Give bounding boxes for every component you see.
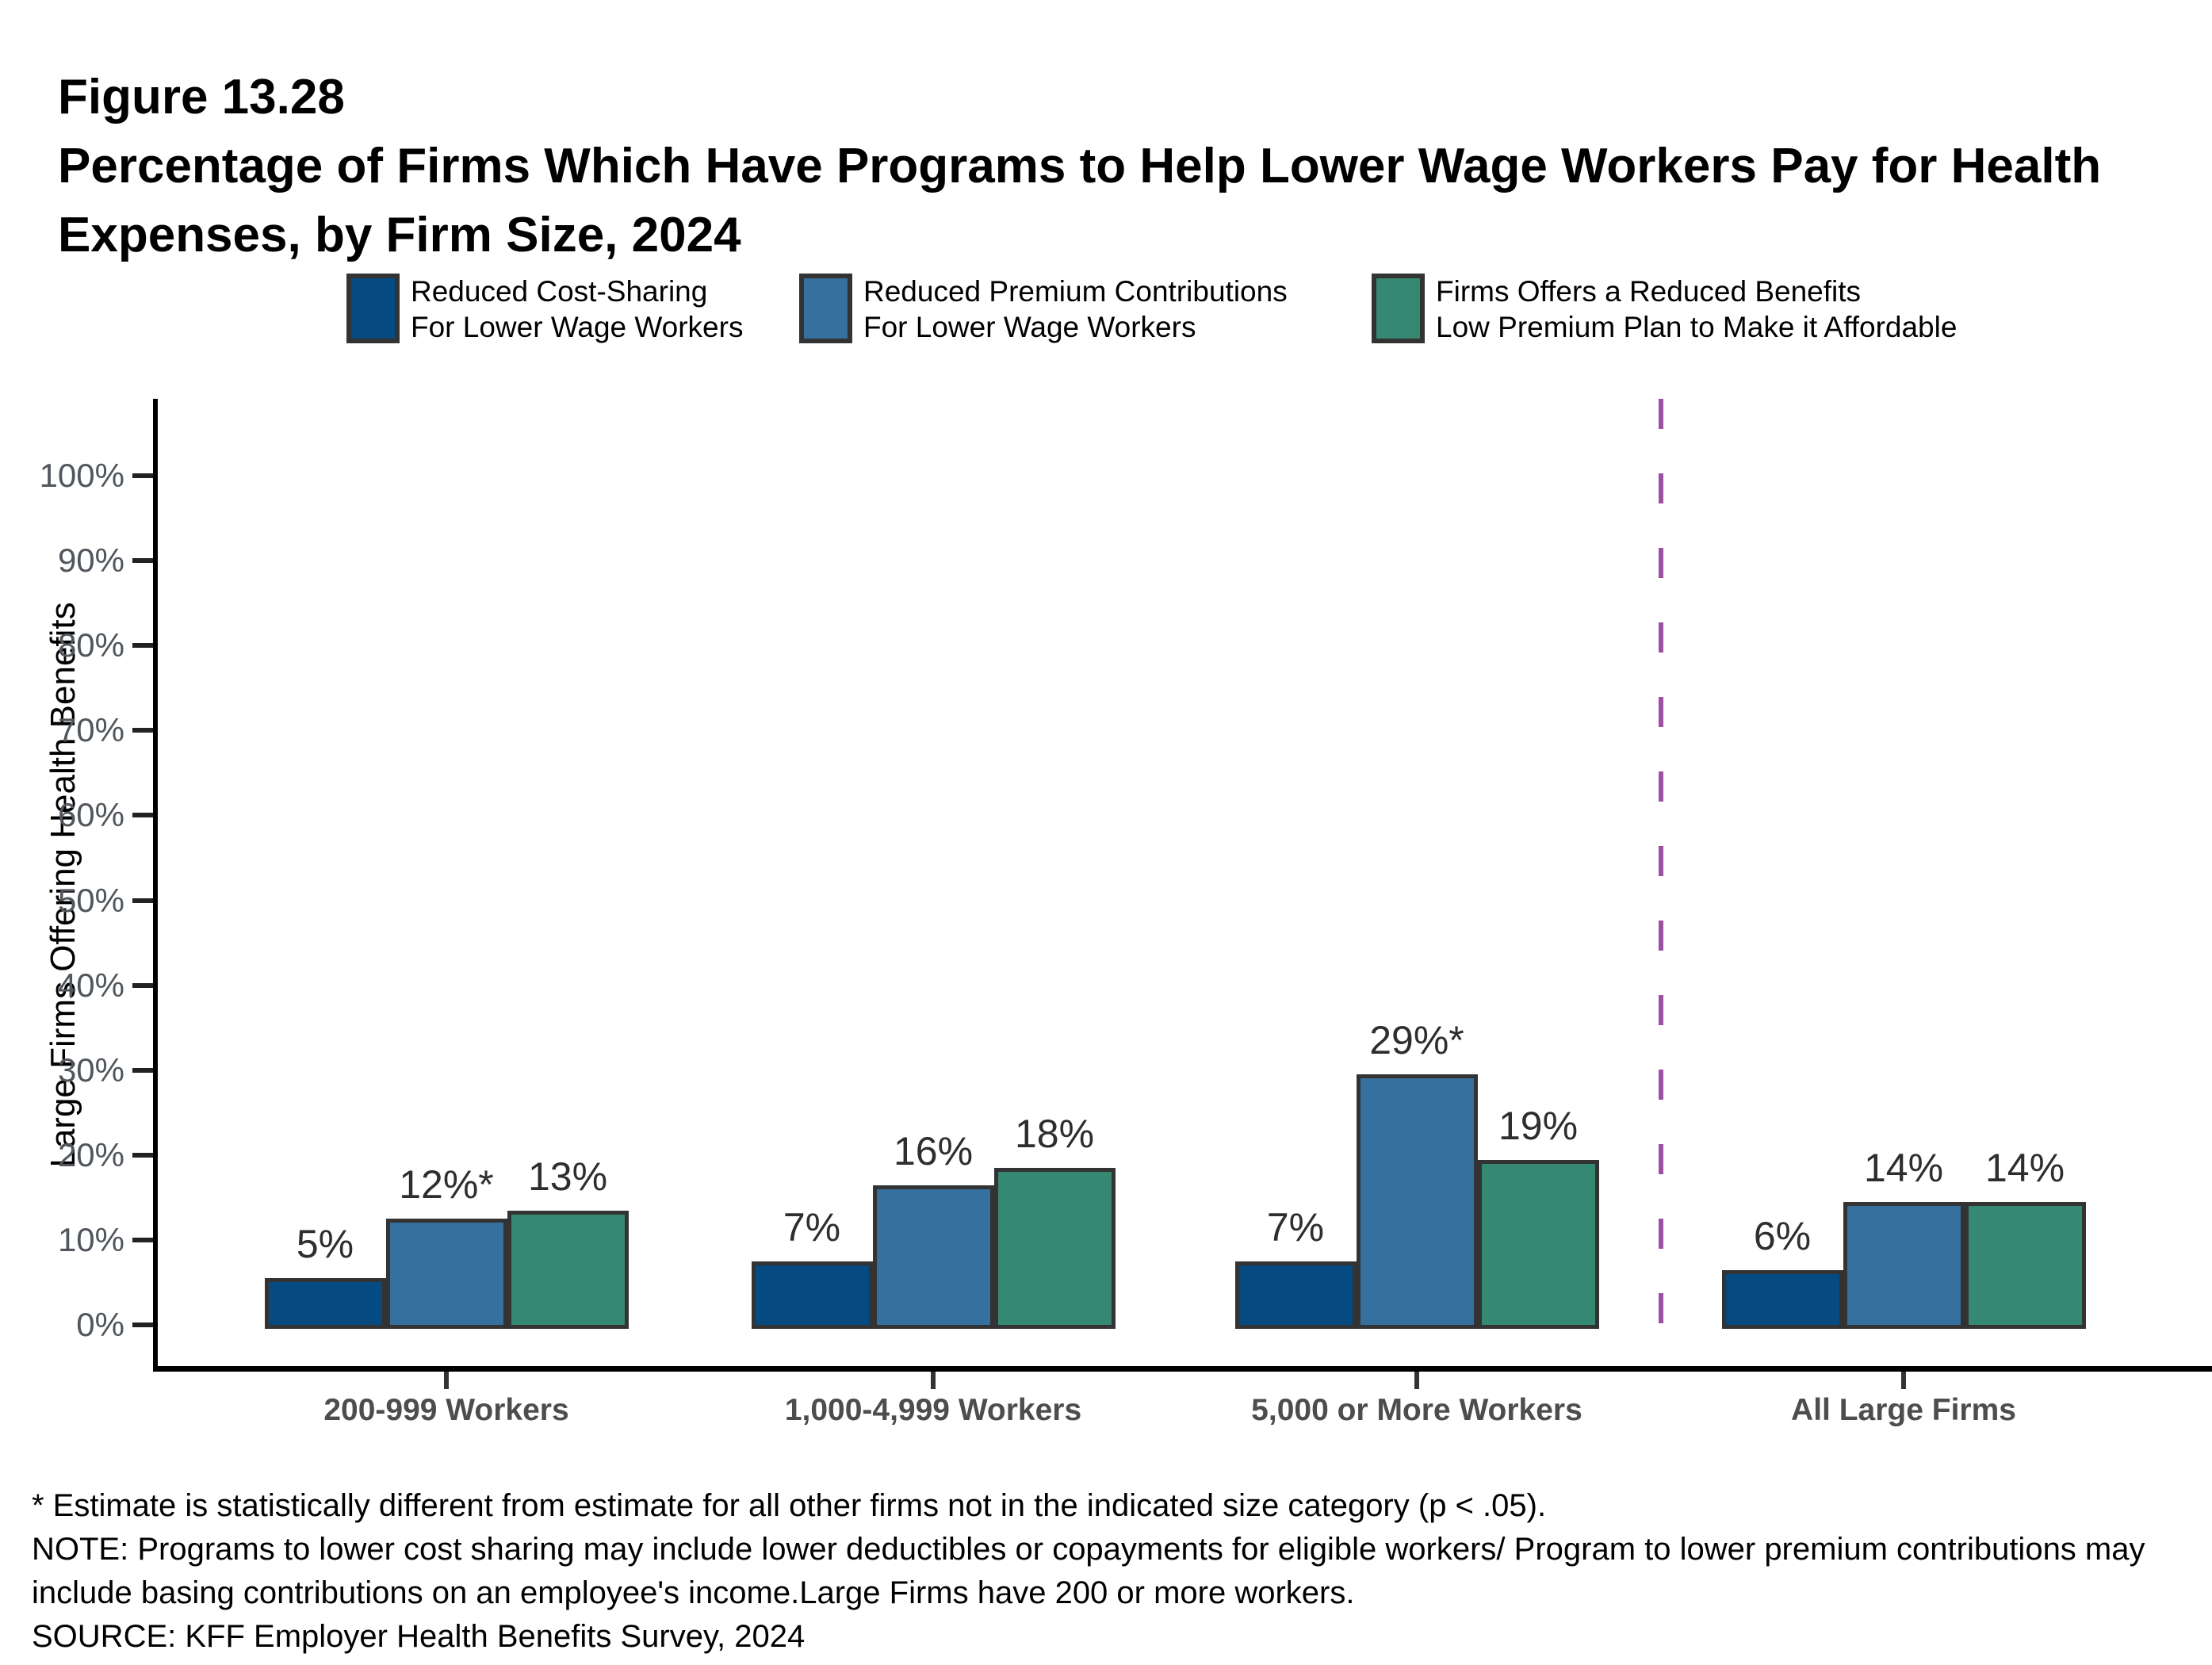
bar-value-label: 5%	[296, 1222, 354, 1266]
bar-5-000-or-more-workers-s1	[1356, 1074, 1478, 1329]
bar-value-label: 6%	[1753, 1214, 1812, 1258]
bar-value-label: 7%	[783, 1205, 841, 1250]
bar-value-label: 14%	[1863, 1146, 1944, 1190]
bar-all-large-firms-s0	[1721, 1270, 1843, 1329]
y-axis-line	[153, 399, 158, 1372]
y-tick-label: 100%	[39, 457, 124, 494]
bar-value-label: 13%	[527, 1154, 608, 1199]
footnotes: * Estimate is statistically different fr…	[32, 1484, 2188, 1659]
bar-200-999-workers-s1	[385, 1219, 507, 1329]
bar-value-label: 14%	[1984, 1146, 2065, 1190]
separator-dashed-line	[1659, 399, 1663, 1366]
bar-value-label: 19%	[1498, 1104, 1579, 1148]
legend-item-reduced-benefits-plan: Firms Offers a Reduced Benefits Low Prem…	[1372, 274, 1957, 345]
y-tick-label: 20%	[57, 1135, 124, 1173]
footnote-note-line1: NOTE: Programs to lower cost sharing may…	[32, 1532, 2145, 1567]
bar-value-label: 7%	[1266, 1205, 1325, 1250]
legend-label: Reduced Cost-Sharing For Lower Wage Work…	[411, 275, 744, 343]
y-tick-label: 90%	[57, 542, 124, 580]
legend-swatch-medium-blue	[799, 274, 852, 343]
y-tick-label: 60%	[57, 796, 124, 834]
legend-item-reduced-premium-contributions: Reduced Premium Contributions For Lower …	[799, 274, 1288, 345]
page-title-line1: Percentage of Firms Which Have Programs …	[58, 139, 2102, 193]
bar-all-large-firms-s1	[1843, 1202, 1965, 1329]
figure-number: Figure 13.28	[58, 70, 345, 124]
x-category-label: 200-999 Workers	[323, 1393, 569, 1427]
x-tick-mark	[444, 1372, 449, 1389]
bar-1-000-4-999-workers-s0	[751, 1261, 873, 1329]
bar-value-label: 16%	[893, 1129, 974, 1173]
x-category-label: 1,000-4,999 Workers	[784, 1393, 1082, 1427]
legend-label: Firms Offers a Reduced Benefits Low Prem…	[1436, 275, 1958, 343]
y-tick-label: 10%	[57, 1220, 124, 1258]
bar-200-999-workers-s2	[507, 1211, 629, 1329]
x-category-label: 5,000 or More Workers	[1251, 1393, 1582, 1427]
y-tick-mark	[132, 1067, 153, 1073]
x-category-label: All Large Firms	[1791, 1393, 2016, 1427]
x-tick-mark	[1901, 1372, 1906, 1389]
y-tick-label: 70%	[57, 711, 124, 749]
y-tick-mark	[132, 728, 153, 733]
y-tick-label: 50%	[57, 881, 124, 919]
bar-value-label: 18%	[1014, 1112, 1095, 1156]
bar-5-000-or-more-workers-s0	[1234, 1261, 1357, 1329]
footnote-source: SOURCE: KFF Employer Health Benefits Sur…	[32, 1619, 806, 1654]
y-tick-label: 30%	[57, 1051, 124, 1089]
x-tick-mark	[931, 1372, 936, 1389]
x-axis-line	[153, 1366, 2212, 1372]
y-tick-label: 0%	[76, 1306, 124, 1343]
y-tick-mark	[132, 898, 153, 903]
x-tick-mark	[1414, 1372, 1419, 1389]
bar-5-000-or-more-workers-s2	[1477, 1160, 1599, 1329]
legend-item-reduced-cost-sharing: Reduced Cost-Sharing For Lower Wage Work…	[346, 274, 743, 345]
y-tick-label: 80%	[57, 626, 124, 664]
y-tick-mark	[132, 473, 153, 478]
y-tick-mark	[132, 813, 153, 818]
page-title-line2: Expenses, by Firm Size, 2024	[58, 208, 741, 262]
bar-1-000-4-999-workers-s2	[993, 1168, 1116, 1329]
y-tick-mark	[132, 1237, 153, 1242]
y-tick-mark	[132, 643, 153, 649]
footnote-note-line2: include basing contributions on an emplo…	[32, 1575, 1355, 1610]
legend-label: Reduced Premium Contributions For Lower …	[863, 275, 1288, 343]
bar-1-000-4-999-workers-s1	[872, 1185, 994, 1329]
y-tick-mark	[132, 558, 153, 564]
legend-swatch-dark-blue	[346, 274, 400, 343]
bar-all-large-firms-s2	[1964, 1202, 2086, 1329]
y-tick-label: 40%	[57, 966, 124, 1004]
legend-swatch-green	[1372, 274, 1425, 343]
bar-value-label: 12%*	[399, 1162, 494, 1207]
y-tick-mark	[132, 1322, 153, 1327]
bar-value-label: 29%*	[1369, 1018, 1464, 1062]
y-tick-mark	[132, 982, 153, 988]
bar-200-999-workers-s0	[264, 1278, 386, 1329]
footnote-asterisk: * Estimate is statistically different fr…	[32, 1488, 1547, 1523]
y-tick-mark	[132, 1152, 153, 1158]
